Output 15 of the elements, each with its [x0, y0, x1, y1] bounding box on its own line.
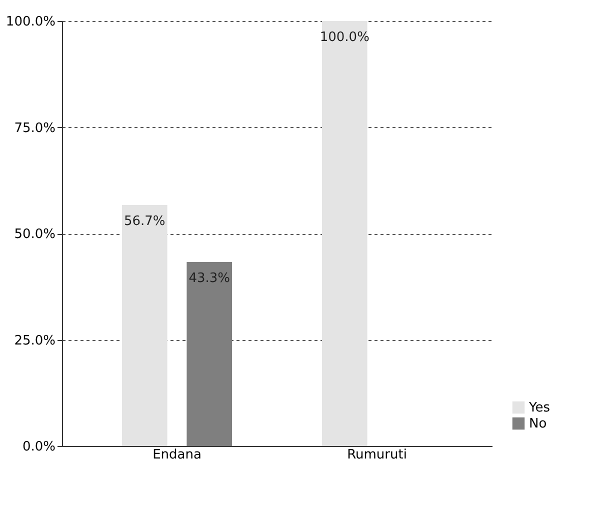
data-label: 43.3% — [188, 270, 230, 286]
x-tick-label: Endana — [152, 448, 202, 462]
data-label: 100.0% — [320, 30, 370, 45]
bar — [122, 205, 168, 446]
bar — [186, 262, 232, 446]
y-tick-label: 0.0% — [22, 440, 56, 454]
x-tick-label: Rumuruti — [347, 448, 407, 462]
y-tick-label: 50.0% — [14, 227, 56, 242]
y-tick-label: 100.0% — [6, 14, 56, 30]
y-tick-label: 25.0% — [14, 333, 56, 348]
data-label: 56.7% — [124, 214, 166, 230]
legend-label: Yes — [528, 400, 550, 416]
legend-label: No — [529, 416, 547, 432]
bar — [322, 21, 368, 446]
y-tick-label: 75.0% — [14, 120, 56, 136]
